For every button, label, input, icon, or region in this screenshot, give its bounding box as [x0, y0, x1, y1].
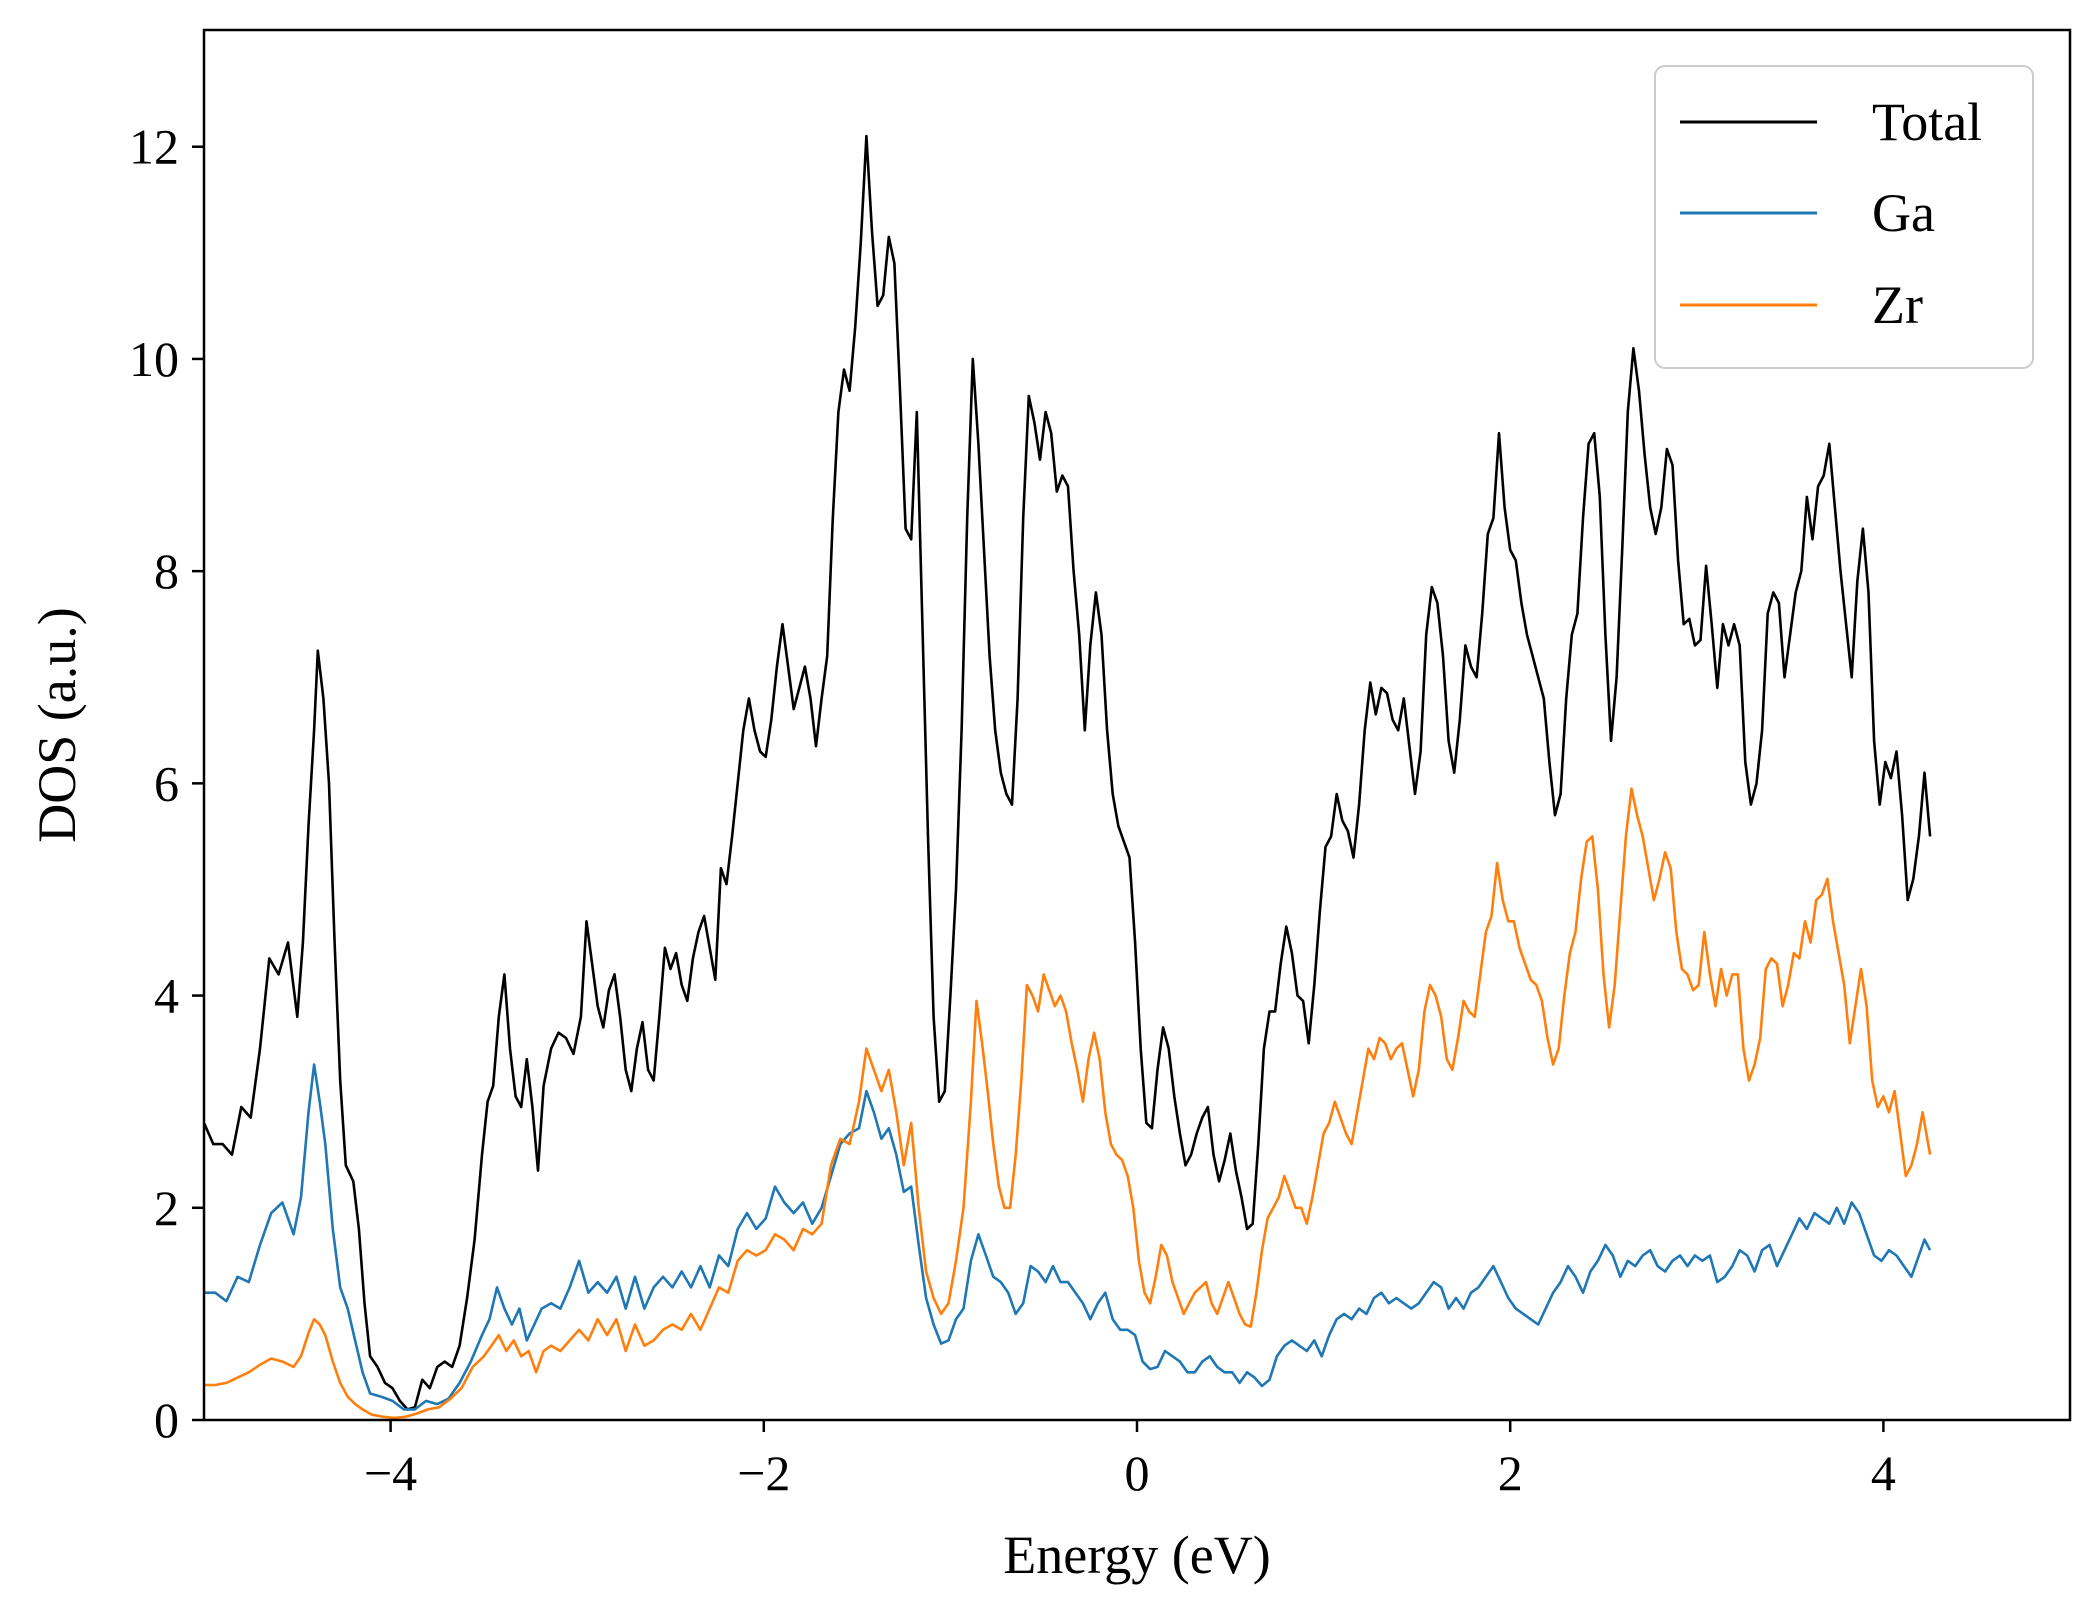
legend-label-total: Total	[1872, 92, 1982, 152]
y-axis-label: DOS (a.u.)	[27, 607, 87, 842]
y-axis: 0 2 4 6 8 10 12	[129, 119, 204, 1448]
legend-box	[1654, 65, 2034, 369]
x-tick-label: 0	[1125, 1445, 1150, 1501]
x-tick-label: −4	[364, 1445, 417, 1501]
x-tick-label: 4	[1871, 1445, 1896, 1501]
x-tick-label: −2	[737, 1445, 790, 1501]
y-tick-label: 8	[154, 543, 179, 599]
legend-label-ga: Ga	[1872, 183, 1935, 243]
series-layer	[202, 134, 1932, 1420]
x-tick-label: 2	[1498, 1445, 1523, 1501]
x-axis: −4 −2 0 2 4	[364, 1420, 1896, 1501]
series-line-zr	[204, 787, 1932, 1420]
x-axis-label: Energy (eV)	[1003, 1525, 1270, 1585]
y-tick-label: 6	[154, 755, 179, 811]
y-tick-label: 4	[154, 968, 179, 1024]
series-line-ga	[204, 1063, 1932, 1411]
legend: Total Ga Zr	[1654, 65, 2034, 369]
y-tick-label: 10	[129, 331, 179, 387]
y-tick-label: 2	[154, 1180, 179, 1236]
y-tick-label: 0	[154, 1392, 179, 1448]
y-tick-label: 12	[129, 119, 179, 175]
series-line-total	[202, 134, 1932, 1411]
legend-label-zr: Zr	[1872, 275, 1923, 335]
